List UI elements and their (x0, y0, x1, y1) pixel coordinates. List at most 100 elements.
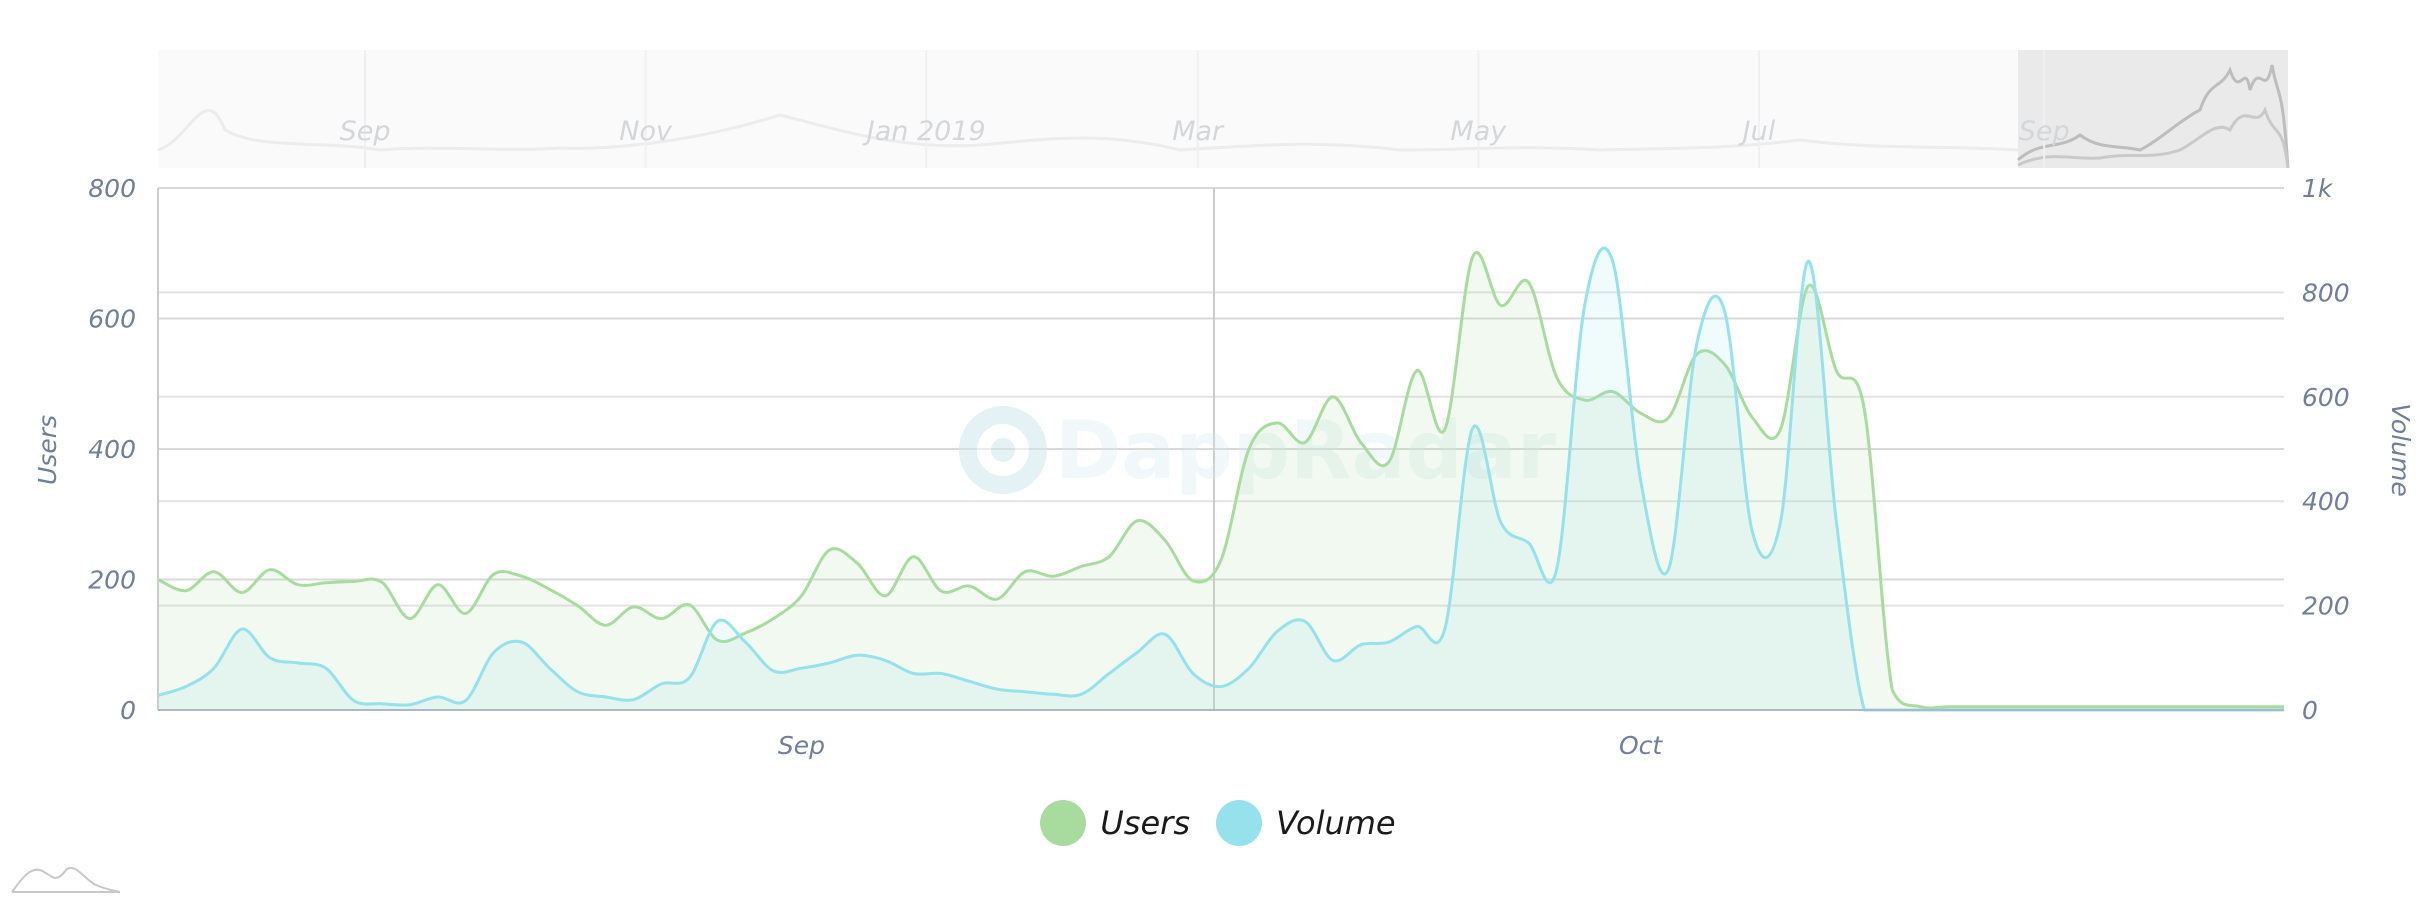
data-point-volume[interactable] (680, 668, 700, 688)
data-point-users[interactable] (232, 583, 252, 603)
data-point-users[interactable] (1407, 361, 1427, 381)
data-point-users[interactable] (1239, 439, 1259, 459)
data-point-volume[interactable] (1127, 643, 1147, 663)
data-point-users[interactable] (484, 564, 504, 584)
data-point-volume[interactable] (1435, 619, 1455, 639)
data-point-users[interactable] (763, 609, 783, 629)
data-point-volume[interactable] (288, 653, 308, 673)
data-point-users[interactable] (1099, 547, 1119, 567)
data-point-users[interactable] (875, 586, 895, 606)
data-point-volume[interactable] (1407, 617, 1427, 637)
data-point-volume[interactable] (791, 658, 811, 678)
data-point-volume[interactable] (568, 682, 588, 702)
data-point-volume[interactable] (1743, 523, 1763, 543)
data-point-volume[interactable] (1099, 664, 1119, 684)
data-point-users[interactable] (959, 576, 979, 596)
data-point-volume[interactable] (176, 677, 196, 697)
data-point-volume[interactable] (1631, 470, 1651, 490)
data-point-volume[interactable] (903, 664, 923, 684)
data-point-volume[interactable] (1798, 251, 1818, 271)
data-point-volume[interactable] (1715, 301, 1735, 321)
data-point-volume[interactable] (1351, 635, 1371, 655)
data-point-volume[interactable] (596, 687, 616, 707)
data-point-volume[interactable] (1155, 624, 1175, 644)
data-point-volume[interactable] (1519, 533, 1539, 553)
data-point-users[interactable] (987, 589, 1007, 609)
data-point-users[interactable] (1379, 452, 1399, 472)
data-point-users[interactable] (1435, 419, 1455, 439)
data-point-users[interactable] (428, 575, 448, 595)
data-point-volume[interactable] (1771, 512, 1791, 532)
data-point-users[interactable] (1659, 408, 1679, 428)
data-point-users[interactable] (1043, 566, 1063, 586)
data-point-users[interactable] (568, 596, 588, 616)
data-point-volume[interactable] (204, 658, 224, 678)
data-point-users[interactable] (540, 579, 560, 599)
data-point-volume[interactable] (1379, 632, 1399, 652)
data-point-volume[interactable] (1211, 677, 1231, 697)
data-point-volume[interactable] (1463, 418, 1483, 438)
data-point-users[interactable] (512, 566, 532, 586)
data-point-users[interactable] (1826, 361, 1846, 381)
data-point-users[interactable] (903, 547, 923, 567)
data-point-volume[interactable] (1603, 251, 1623, 271)
data-point-users[interactable] (204, 562, 224, 582)
data-point-users[interactable] (1155, 530, 1175, 550)
data-point-users[interactable] (316, 573, 336, 593)
data-point-users[interactable] (344, 572, 364, 592)
data-point-volume[interactable] (1295, 611, 1315, 631)
data-point-users[interactable] (1547, 367, 1567, 387)
data-point-users[interactable] (176, 581, 196, 601)
data-point-users[interactable] (1015, 562, 1035, 582)
data-point-volume[interactable] (987, 679, 1007, 699)
data-point-volume[interactable] (344, 691, 364, 711)
data-point-volume[interactable] (484, 643, 504, 663)
data-point-users[interactable] (456, 603, 476, 623)
data-point-volume[interactable] (624, 690, 644, 710)
data-point-volume[interactable] (1183, 664, 1203, 684)
data-point-users[interactable] (791, 586, 811, 606)
data-point-users[interactable] (1519, 273, 1539, 293)
data-point-volume[interactable] (875, 650, 895, 670)
data-point-users[interactable] (1771, 419, 1791, 439)
legend-item-volume[interactable]: Volume (1215, 800, 1396, 846)
data-point-users[interactable] (819, 540, 839, 560)
data-point-volume[interactable] (847, 645, 867, 665)
data-point-volume[interactable] (652, 674, 672, 694)
data-point-volume[interactable] (540, 658, 560, 678)
data-point-volume[interactable] (931, 664, 951, 684)
data-point-users[interactable] (680, 595, 700, 615)
data-point-volume[interactable] (232, 619, 252, 639)
data-point-volume[interactable] (708, 611, 728, 631)
data-point-users[interactable] (1295, 433, 1315, 453)
data-point-users[interactable] (1743, 408, 1763, 428)
data-point-users[interactable] (1491, 295, 1511, 315)
legend-item-users[interactable]: Users (1040, 800, 1190, 846)
data-point-volume[interactable] (1659, 559, 1679, 579)
navigator[interactable]: Sep Nov Jan 2019 Mar May Jul Sep (157, 50, 2290, 169)
data-point-users[interactable] (1267, 413, 1287, 433)
data-point-users[interactable] (931, 581, 951, 601)
data-point-volume[interactable] (1071, 684, 1091, 704)
data-point-volume[interactable] (819, 653, 839, 673)
data-point-users[interactable] (400, 609, 420, 629)
data-point-users[interactable] (847, 553, 867, 573)
data-point-volume[interactable] (1687, 335, 1707, 355)
data-point-volume[interactable] (1239, 658, 1259, 678)
data-point-volume[interactable] (1575, 295, 1595, 315)
data-point-users[interactable] (1127, 511, 1147, 531)
data-point-users[interactable] (372, 572, 392, 592)
data-point-volume[interactable] (1267, 622, 1287, 642)
data-point-users[interactable] (260, 560, 280, 580)
data-point-volume[interactable] (1043, 684, 1063, 704)
data-point-users[interactable] (652, 609, 672, 629)
data-point-volume[interactable] (512, 632, 532, 652)
data-point-volume[interactable] (1323, 650, 1343, 670)
data-point-volume[interactable] (1491, 512, 1511, 532)
data-point-users[interactable] (1323, 387, 1343, 407)
data-point-users[interactable] (1183, 571, 1203, 591)
data-point-users[interactable] (624, 597, 644, 617)
data-point-volume[interactable] (1015, 682, 1035, 702)
data-point-volume[interactable] (1547, 559, 1567, 579)
data-point-users[interactable] (1882, 680, 1902, 700)
